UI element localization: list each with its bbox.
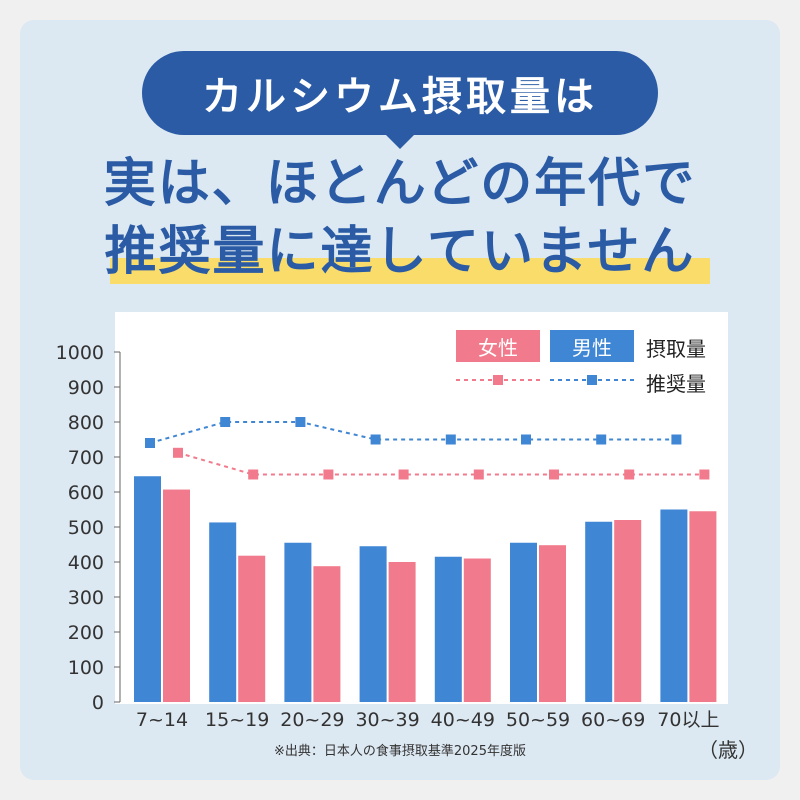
recommended-male-marker	[220, 417, 231, 427]
highlight-marker	[110, 258, 710, 284]
recommended-male-marker	[596, 434, 607, 445]
headline-line-2: 推奨量に達していません	[104, 222, 696, 282]
legend-female: 女性	[456, 330, 540, 362]
x-category-label: 50~59	[506, 709, 570, 731]
y-tick-label: 300	[68, 587, 104, 609]
recommended-female-marker	[473, 469, 484, 480]
recommended-male-marker	[145, 438, 155, 448]
recommended-female-marker	[699, 469, 710, 480]
age-unit-label: （歳）	[698, 738, 758, 762]
bar-male	[134, 476, 161, 702]
y-tick-label: 400	[68, 552, 104, 574]
bar-male	[209, 522, 237, 702]
recommended-male-marker	[445, 434, 456, 445]
x-category-label: 70以上	[657, 709, 719, 731]
bar-female	[313, 566, 341, 702]
bar-female	[238, 555, 266, 702]
bar-female	[689, 511, 717, 702]
source-note: ※出典：日本人の食事摂取基準2025年度版	[274, 744, 526, 759]
recommended-female-line	[177, 451, 705, 476]
bar-female	[463, 558, 491, 702]
x-category-label: 30~39	[355, 709, 419, 731]
legend-female-recommended-marker	[493, 375, 503, 385]
recommended-female-marker	[549, 469, 559, 480]
y-tick-label: 0	[92, 692, 104, 714]
y-tick-label: 1000	[56, 342, 104, 364]
recommended-female-marker	[323, 469, 334, 480]
recommended-male-marker	[671, 434, 682, 445]
y-tick-label: 100	[68, 657, 104, 679]
bar-female	[163, 489, 190, 702]
recommended-female-marker	[248, 469, 259, 480]
bar-male	[284, 542, 312, 702]
y-tick-label: 900	[68, 377, 104, 399]
y-tick-label: 700	[68, 447, 104, 469]
recommended-male-marker	[370, 434, 381, 445]
bar-male	[585, 521, 613, 702]
recommended-male-line	[149, 421, 677, 444]
x-category-label: 60~69	[581, 709, 645, 731]
y-tick-label: 600	[68, 482, 104, 504]
bar-male	[359, 546, 387, 702]
y-tick-label: 500	[68, 517, 104, 539]
bar-male	[434, 556, 462, 702]
legend-intake-label: 摂取量	[646, 337, 706, 361]
x-category-label: 20~29	[280, 709, 344, 731]
x-category-label: 40~49	[431, 709, 495, 731]
y-tick-label: 200	[68, 622, 104, 644]
recommended-male-marker	[295, 417, 306, 427]
bar-female	[388, 562, 416, 702]
headline-pill: カルシウム摂取量は	[142, 51, 658, 135]
pill-tail	[384, 133, 416, 149]
bar-female	[539, 545, 566, 702]
recommended-female-marker	[173, 447, 183, 458]
x-category-label: 15~19	[205, 709, 269, 731]
legend-male-recommended-marker	[587, 375, 597, 385]
recommended-male-marker	[521, 434, 531, 445]
y-tick-label: 800	[68, 412, 104, 434]
bar-male	[660, 509, 688, 702]
legend-recommended-label: 推奨量	[646, 372, 706, 396]
recommended-female-marker	[624, 469, 635, 480]
legend-male: 男性	[550, 330, 634, 362]
recommended-female-marker	[398, 469, 409, 480]
bar-male	[510, 542, 537, 702]
x-category-label: 7~14	[136, 709, 188, 731]
headline-line-1: 実は、ほとんどの年代で	[103, 154, 697, 214]
bar-female	[614, 520, 642, 702]
